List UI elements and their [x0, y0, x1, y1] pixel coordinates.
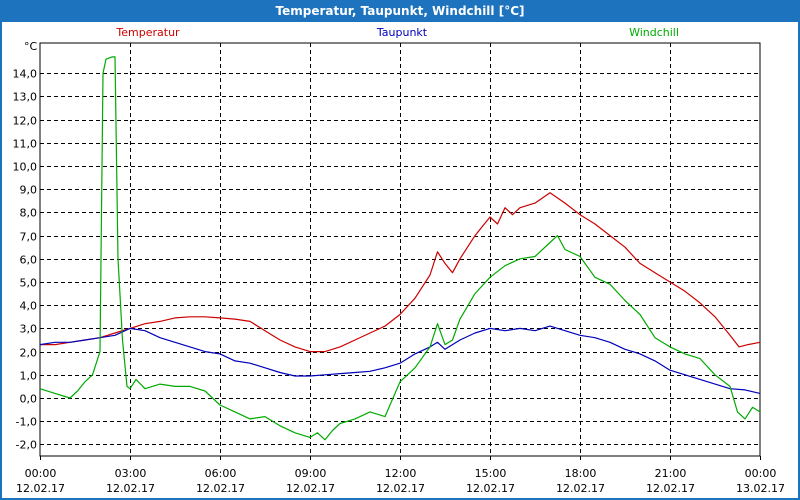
series-line-windchill [39, 56, 761, 441]
legend-windchill: Windchill [629, 26, 679, 39]
series-line-taupunkt [39, 325, 761, 394]
y-tick-label: 4,0 [20, 300, 38, 313]
x-tick-date: 12.02.17 [376, 482, 425, 495]
y-tick-label: 9,0 [20, 184, 38, 197]
x-tick-time: 21:00 [655, 467, 687, 480]
x-tick-time: 09:00 [295, 467, 327, 480]
legend-temperatur: Temperatur [115, 26, 180, 39]
series-line-temperatur [40, 192, 761, 353]
x-tick-date: 12.02.17 [196, 482, 245, 495]
y-tick-label: 12,0 [13, 115, 38, 128]
x-tick-time: 15:00 [475, 467, 507, 480]
x-tick-date: 12.02.17 [286, 482, 335, 495]
y-tick-label: -2,0 [16, 439, 37, 452]
y-tick-label: 14,0 [13, 68, 38, 81]
x-tick-time: 00:00 [25, 467, 57, 480]
legend-taupunkt: Taupunkt [376, 26, 428, 39]
x-tick-date: 12.02.17 [466, 482, 515, 495]
x-tick-date: 12.02.17 [556, 482, 605, 495]
y-tick-label: 3,0 [20, 323, 38, 336]
y-tick-label: 2,0 [20, 347, 38, 360]
window-title: Temperatur, Taupunkt, Windchill [°C] [0, 0, 800, 22]
line-chart: -2,0 -1,0 0,0 1,0 2,0 3,0 4,0 5,0 6,0 7,0 8,0 9,0 10… [13, 26, 785, 495]
y-tick-label: 1,0 [20, 370, 38, 383]
x-tick-date: 12.02.17 [16, 482, 65, 495]
x-tick-time: 06:00 [205, 467, 237, 480]
x-tick-date: 12.02.17 [646, 482, 695, 495]
x-tick-date: 13.02.17 [736, 482, 785, 495]
y-tick-label: 13,0 [13, 91, 38, 104]
y-tick-label: -1,0 [16, 416, 37, 429]
x-tick-time: 03:00 [115, 467, 147, 480]
y-tick-label: 6,0 [20, 254, 38, 267]
chart-area: -2,0 -1,0 0,0 1,0 2,0 3,0 4,0 5,0 6,0 7,0 8,0 9,0 10… [2, 22, 798, 498]
y-tick-label: 11,0 [13, 138, 38, 151]
y-tick-label: 0,0 [20, 393, 38, 406]
y-tick-label: 8,0 [20, 207, 38, 220]
y-tick-label: 7,0 [20, 231, 38, 244]
y-axis-unit: °C [24, 40, 38, 53]
x-tick-date: 12.02.17 [106, 482, 155, 495]
y-tick-label: 10,0 [13, 161, 38, 174]
x-tick-time: 12:00 [385, 467, 417, 480]
x-tick-time: 00:00 [745, 467, 777, 480]
y-tick-label: 5,0 [20, 277, 38, 290]
x-tick-time: 18:00 [565, 467, 597, 480]
